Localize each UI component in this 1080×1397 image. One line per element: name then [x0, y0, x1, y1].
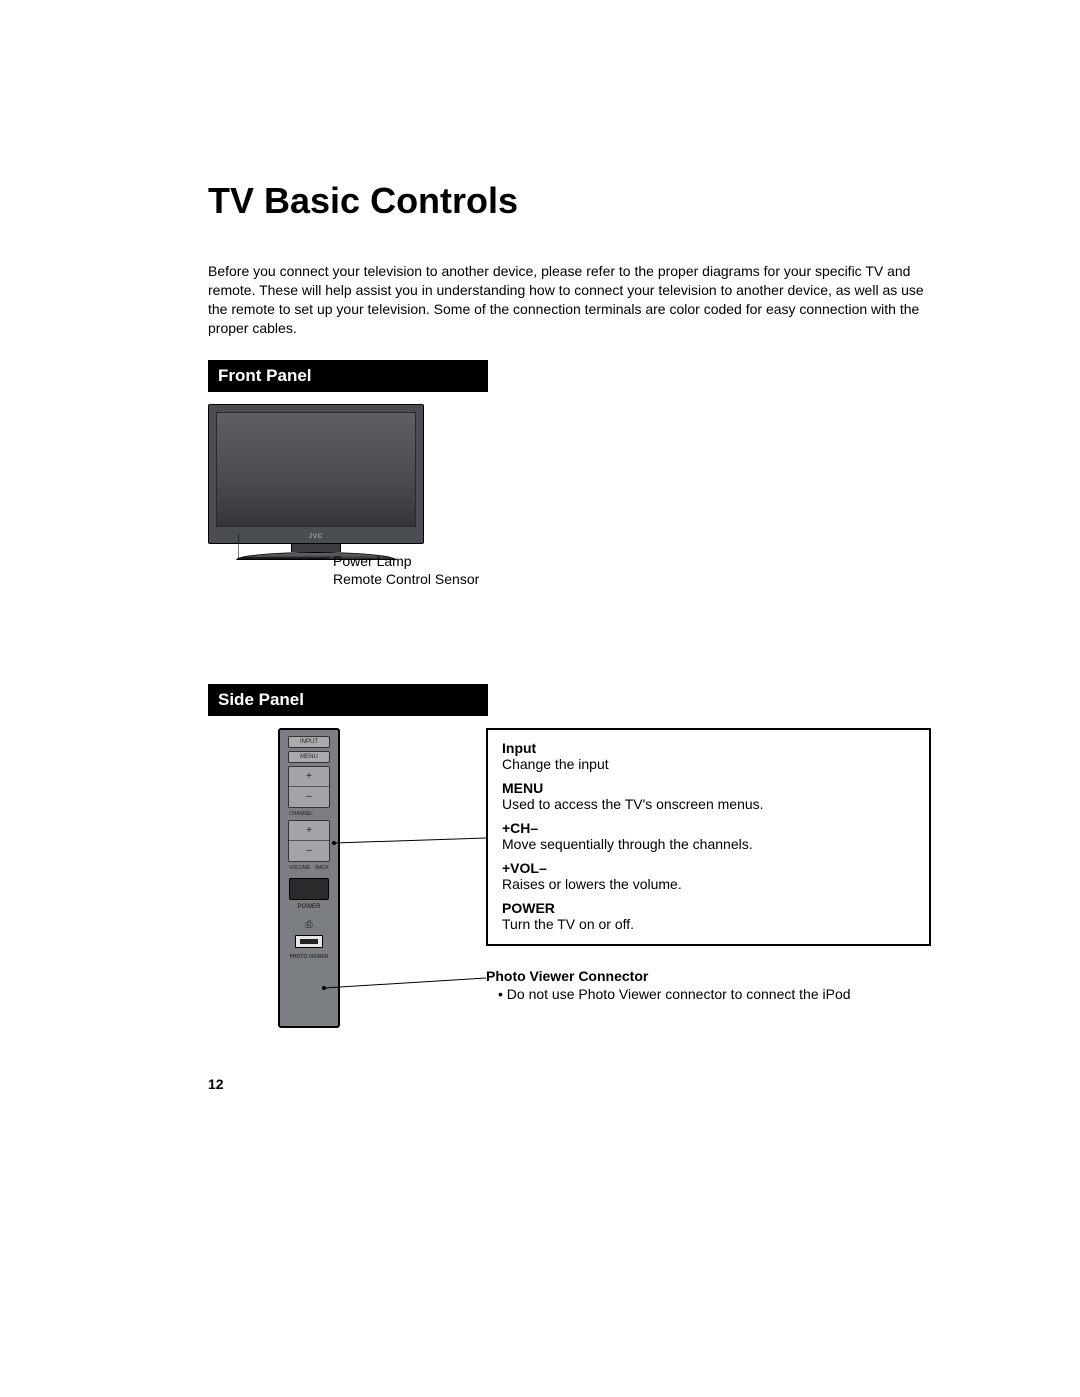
front-callout: Power Lamp Remote Control Sensor	[333, 552, 479, 590]
photo-viewer-label: PHOTO VIEWER	[290, 954, 329, 960]
input-button: INPUT	[288, 736, 330, 748]
info-vol: +VOL– Raises or lowers the volume.	[502, 860, 915, 892]
info-menu: MENU Used to access the TV's onscreen me…	[502, 780, 915, 812]
front-panel-heading: Front Panel	[208, 360, 488, 392]
side-panel-heading: Side Panel	[208, 684, 488, 716]
photo-viewer-note: Photo Viewer Connector Do not use Photo …	[486, 968, 906, 1002]
info-power: POWER Turn the TV on or off.	[502, 900, 915, 932]
photo-note-bullet: Do not use Photo Viewer connector to con…	[506, 986, 906, 1002]
side-panel-body: INPUT MENU + – CHANNEL + – VOLUMEBACK PO…	[278, 728, 340, 1028]
tv-screen	[216, 412, 416, 527]
channel-rocker-label: CHANNEL	[288, 811, 330, 817]
channel-down: –	[289, 787, 329, 807]
volume-up: +	[289, 821, 329, 842]
tv-logo: JVC	[309, 534, 323, 540]
volume-rocker: + –	[288, 820, 330, 862]
page-content: TV Basic Controls Before you connect you…	[208, 180, 928, 1068]
power-label: POWER	[298, 904, 321, 910]
page-number: 12	[208, 1076, 224, 1092]
tv-bezel: JVC	[208, 404, 424, 544]
front-callout-line1: Power Lamp	[333, 552, 479, 571]
front-callout-line2: Remote Control Sensor	[333, 570, 479, 589]
usb-port	[295, 935, 323, 948]
photo-note-title: Photo Viewer Connector	[486, 968, 906, 984]
tv-front-illustration: JVC	[208, 404, 424, 560]
page-title: TV Basic Controls	[208, 180, 928, 222]
front-panel-diagram: JVC Power Lamp Remote Control Sensor	[208, 404, 928, 634]
channel-up: +	[289, 767, 329, 788]
volume-rocker-label: VOLUMEBACK	[288, 865, 330, 871]
info-input: Input Change the input	[502, 740, 915, 772]
tv-neck	[291, 544, 341, 552]
volume-down: –	[289, 841, 329, 861]
channel-rocker: + –	[288, 766, 330, 808]
power-button	[289, 878, 329, 900]
info-ch: +CH– Move sequentially through the chann…	[502, 820, 915, 852]
intro-paragraph: Before you connect your television to an…	[208, 262, 928, 338]
usb-icon: ⎙	[305, 919, 312, 930]
menu-button: MENU	[288, 751, 330, 763]
side-info-box: Input Change the input MENU Used to acce…	[486, 728, 931, 946]
side-panel-diagram: INPUT MENU + – CHANNEL + – VOLUMEBACK PO…	[208, 728, 928, 1068]
